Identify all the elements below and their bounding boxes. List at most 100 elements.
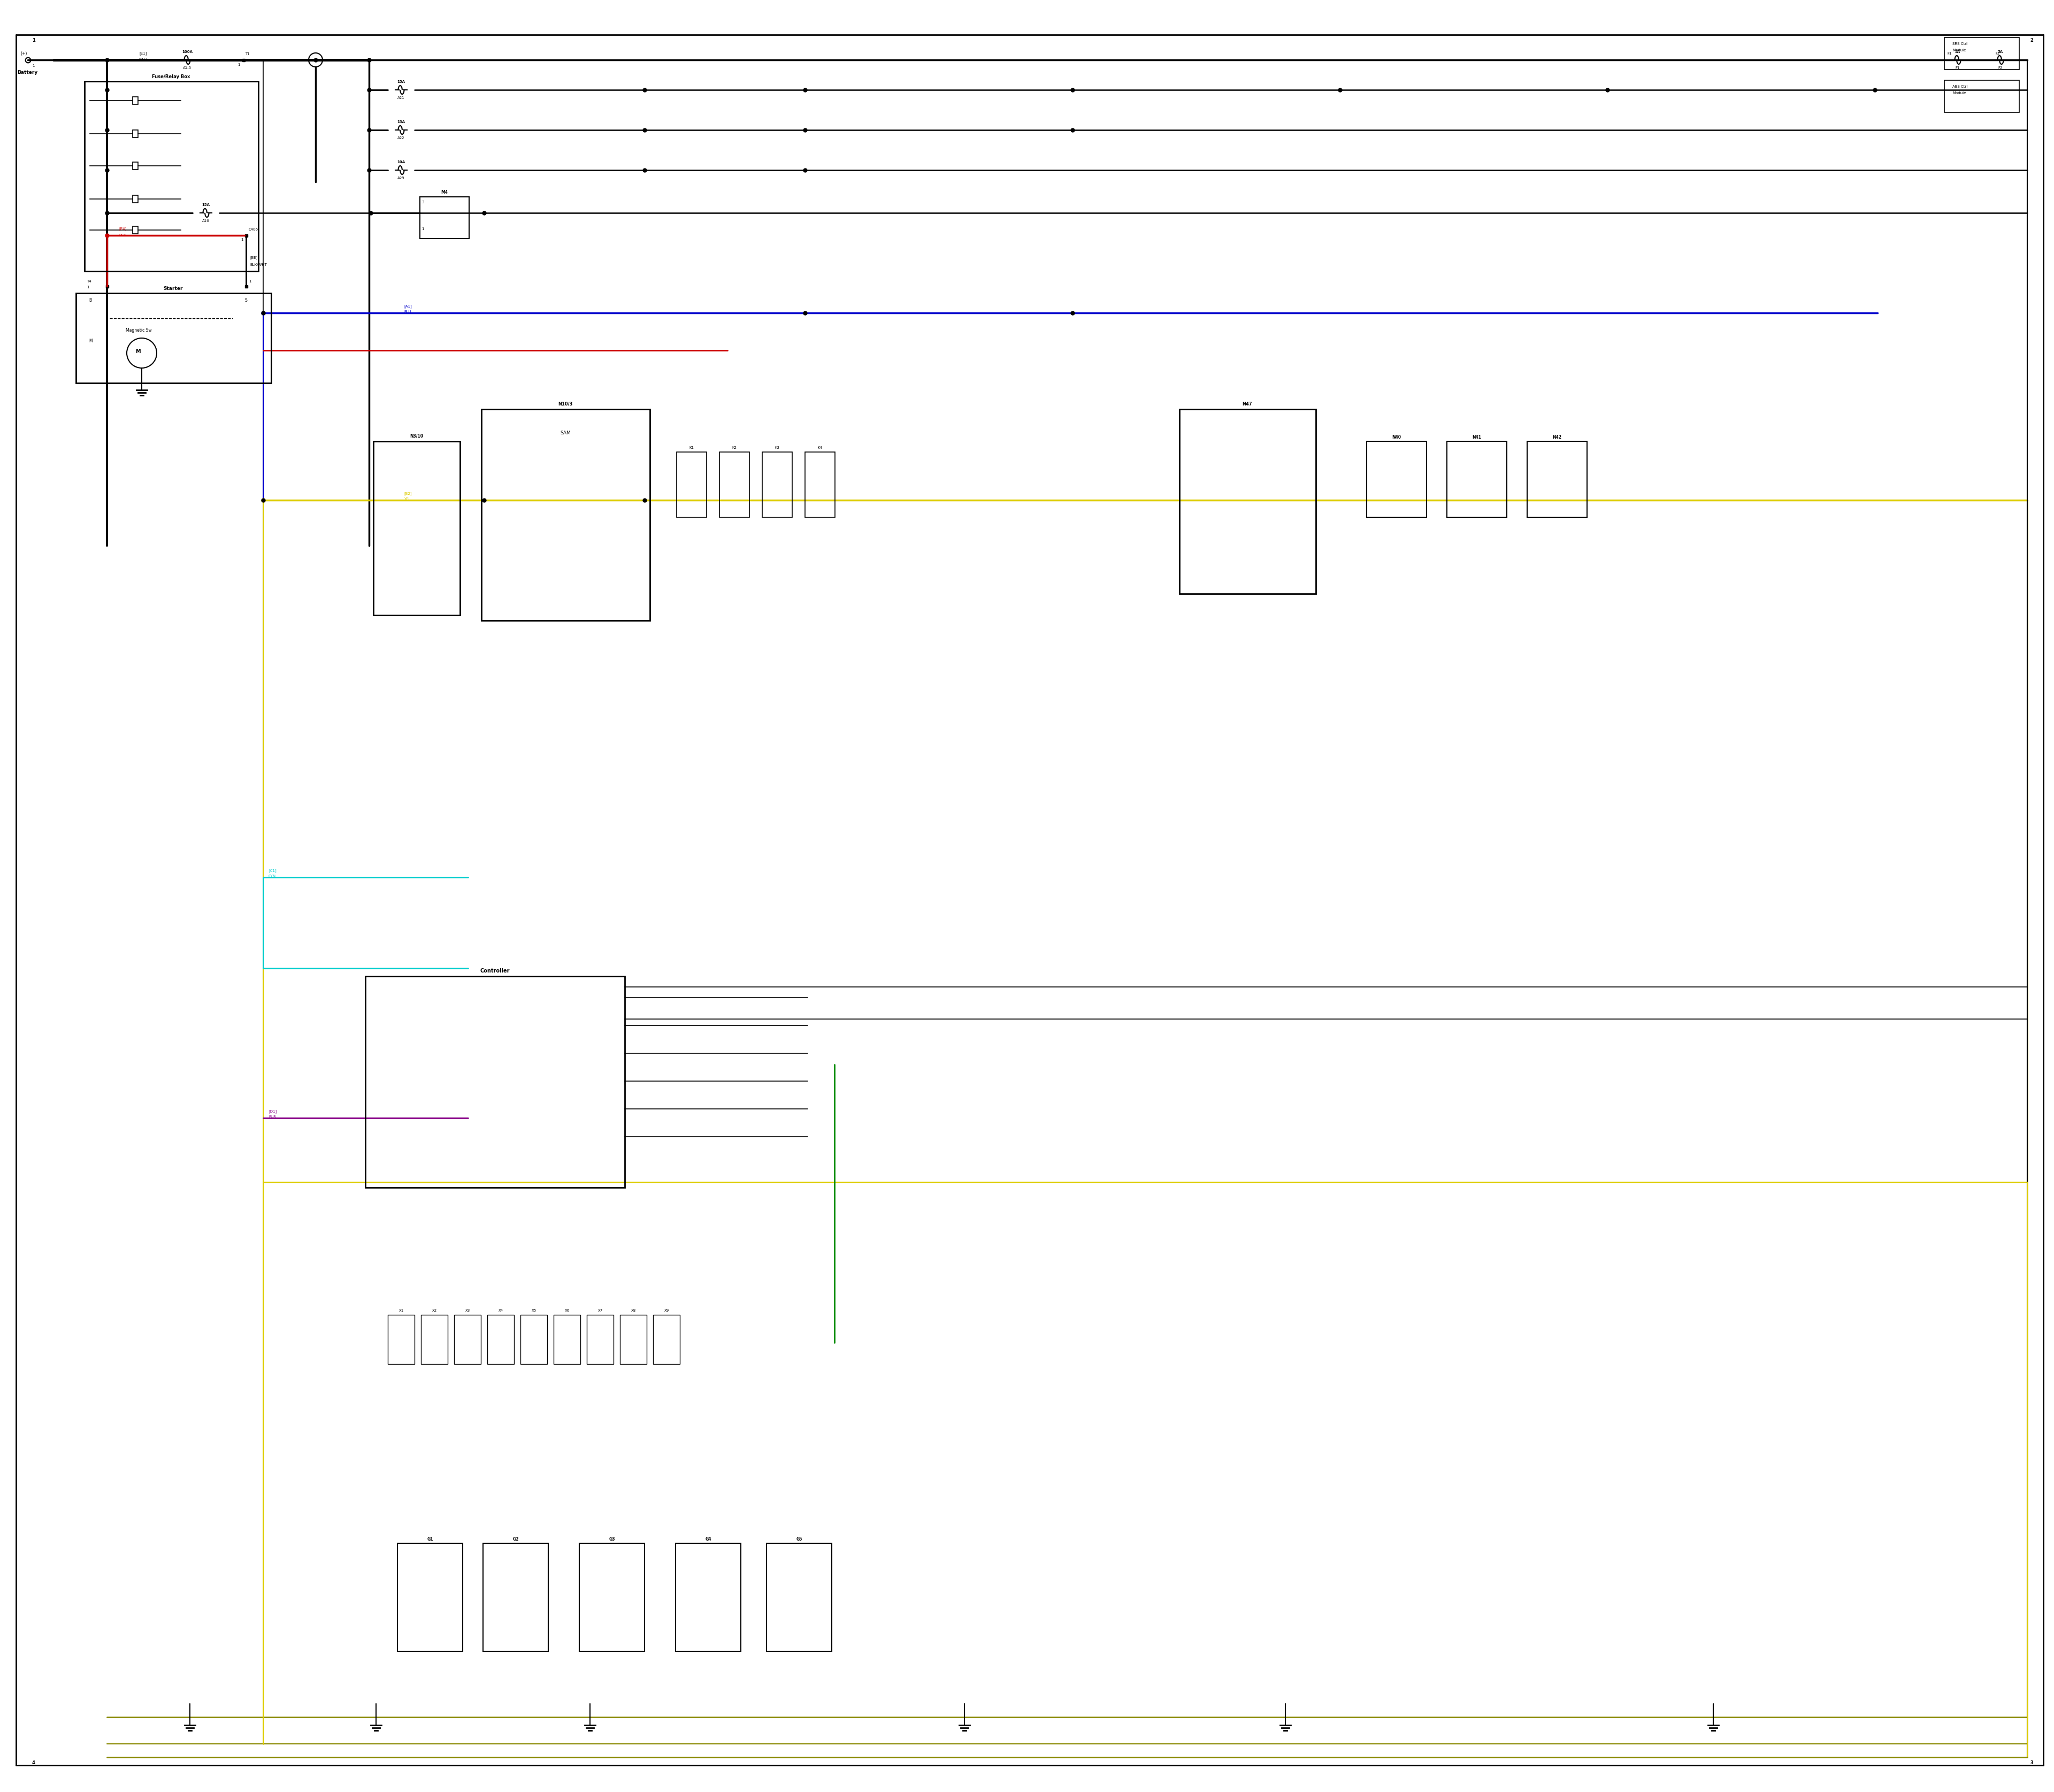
Bar	[1945, 38, 2019, 70]
Text: PUR: PUR	[269, 1115, 275, 1118]
Text: X3: X3	[464, 1308, 470, 1312]
Text: T1: T1	[244, 52, 251, 56]
Text: N3/10: N3/10	[411, 434, 423, 439]
Text: [E4]: [E4]	[119, 228, 127, 231]
Text: [B2]: [B2]	[405, 493, 411, 496]
Bar	[520, 1315, 546, 1364]
Bar	[244, 235, 246, 237]
Bar	[105, 285, 109, 287]
Text: K3: K3	[774, 446, 781, 450]
Bar	[762, 452, 793, 518]
Bar	[653, 1315, 680, 1364]
Text: 15A: 15A	[396, 81, 405, 84]
Text: 3: 3	[2029, 1760, 2033, 1765]
Text: B: B	[88, 297, 92, 303]
Text: 10A: 10A	[396, 161, 405, 163]
Text: BLU: BLU	[405, 310, 411, 314]
Text: X2: X2	[431, 1308, 438, 1312]
Text: M4: M4	[442, 190, 448, 195]
Bar	[1366, 441, 1428, 518]
Text: S: S	[244, 297, 249, 303]
Bar	[766, 1543, 832, 1650]
Text: Starter: Starter	[164, 287, 183, 292]
Text: A21: A21	[398, 97, 405, 100]
Text: A29: A29	[398, 177, 405, 179]
Bar	[676, 1543, 741, 1650]
Bar	[396, 1543, 462, 1650]
Text: X5: X5	[532, 1308, 536, 1312]
Text: 100A: 100A	[183, 50, 193, 54]
Text: Magnetic Sw: Magnetic Sw	[125, 328, 152, 333]
Text: 1: 1	[33, 38, 35, 43]
Text: X1: X1	[398, 1308, 405, 1312]
Text: T4: T4	[86, 280, 90, 283]
Bar	[388, 1315, 415, 1364]
Text: K2: K2	[731, 446, 737, 450]
Text: 15A: 15A	[396, 120, 405, 124]
Text: YEL: YEL	[405, 498, 411, 500]
Bar	[244, 285, 246, 287]
Bar	[1446, 441, 1508, 518]
Text: A1-5: A1-5	[183, 66, 191, 70]
Text: 5A: 5A	[1955, 50, 1960, 54]
Bar	[719, 452, 750, 518]
Text: X7: X7	[598, 1308, 602, 1312]
Text: SRS Ctrl: SRS Ctrl	[1953, 43, 1968, 45]
Text: F2: F2	[1999, 66, 2003, 70]
Text: X6: X6	[565, 1308, 569, 1312]
Text: G2: G2	[514, 1536, 520, 1541]
Bar	[1945, 81, 2019, 113]
Text: [EE]: [EE]	[251, 256, 257, 260]
Text: Battery: Battery	[16, 70, 37, 75]
Text: N47: N47	[1243, 401, 1253, 407]
Text: [D1]: [D1]	[269, 1109, 277, 1113]
Text: G3: G3	[608, 1536, 614, 1541]
Bar	[487, 1315, 514, 1364]
Bar	[366, 977, 624, 1188]
Text: 4: 4	[33, 1760, 35, 1765]
Text: G5: G5	[797, 1536, 803, 1541]
Text: C406: C406	[249, 228, 259, 231]
Text: ABS Ctrl: ABS Ctrl	[1953, 84, 1968, 88]
Bar	[134, 226, 138, 233]
Bar	[555, 1315, 581, 1364]
Text: G1: G1	[427, 1536, 433, 1541]
Bar	[134, 131, 138, 138]
Text: 1: 1	[86, 285, 88, 289]
Text: N40: N40	[1393, 435, 1401, 439]
Text: F1: F1	[1955, 66, 1960, 70]
Bar	[1526, 441, 1588, 518]
Bar	[242, 59, 244, 61]
Bar	[134, 161, 138, 170]
Bar	[805, 452, 836, 518]
Text: 3: 3	[421, 201, 423, 204]
Text: WHT: WHT	[140, 57, 148, 61]
Bar	[134, 97, 138, 104]
Text: K1: K1	[690, 446, 694, 450]
Text: N42: N42	[1553, 435, 1561, 439]
Bar	[84, 81, 259, 271]
Text: 2: 2	[2029, 38, 2033, 43]
Text: Controller: Controller	[481, 968, 509, 973]
Text: [C1]: [C1]	[269, 869, 277, 873]
Text: X4: X4	[499, 1308, 503, 1312]
Text: F2: F2	[1994, 52, 2001, 56]
Bar	[374, 441, 460, 615]
Text: M: M	[88, 339, 92, 344]
Text: N41: N41	[1473, 435, 1481, 439]
Text: G4: G4	[705, 1536, 711, 1541]
Text: 1: 1	[240, 238, 242, 242]
Text: X8: X8	[631, 1308, 637, 1312]
Text: X9: X9	[663, 1308, 670, 1312]
Text: A22: A22	[398, 136, 405, 140]
Text: 1: 1	[238, 63, 240, 66]
Text: [A1]: [A1]	[405, 305, 411, 308]
Text: (+): (+)	[21, 52, 27, 56]
Bar	[1179, 409, 1317, 593]
Bar	[419, 197, 468, 238]
Text: 1: 1	[249, 280, 251, 283]
Text: [E1]: [E1]	[140, 52, 146, 56]
Bar	[134, 195, 138, 202]
Text: Fuse/Relay Box: Fuse/Relay Box	[152, 75, 191, 79]
Text: 1: 1	[421, 228, 423, 231]
